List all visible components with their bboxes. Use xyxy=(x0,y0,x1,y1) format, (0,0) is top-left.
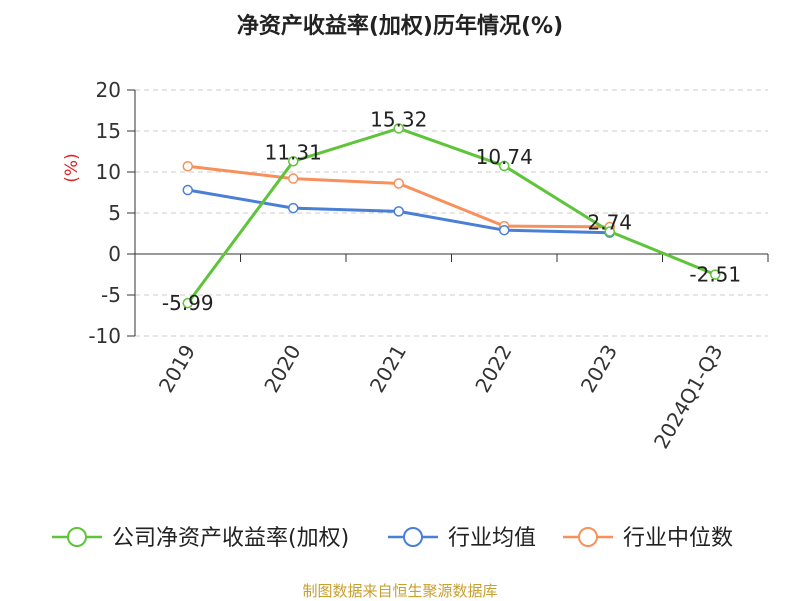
data-point xyxy=(604,226,615,237)
data-label: 2.74 xyxy=(587,211,632,235)
data-point xyxy=(499,224,510,236)
x-axis: 2019 2020 2021 2022 2023 2024Q1-Q3 xyxy=(134,253,769,453)
data-point xyxy=(288,202,299,214)
y-tick-label: -10 xyxy=(88,324,121,348)
data-label: -2.51 xyxy=(689,263,741,287)
y-axis-label: (%) xyxy=(62,153,82,182)
data-labels: -5.99 11.31 15.32 10.74 2.74 -2.51 xyxy=(162,107,741,315)
legend-swatch-marker xyxy=(578,527,598,547)
y-tick-label: 15 xyxy=(96,119,121,143)
data-point xyxy=(288,173,299,184)
legend-item-2: 行业中位数 xyxy=(563,526,733,551)
data-point xyxy=(499,160,510,172)
x-tick-label: 2021 xyxy=(365,341,411,397)
y-axis: 20 15 10 5 0 -5 -10 (%) xyxy=(62,78,136,348)
legend-item-0: 公司净资产收益率(加权) xyxy=(52,526,349,551)
data-point xyxy=(710,269,721,280)
series-layer xyxy=(182,123,721,309)
x-tick-label: 2020 xyxy=(259,341,305,397)
data-label: 15.32 xyxy=(370,107,427,131)
legend-item-1: 行业均值 xyxy=(388,526,536,551)
data-point xyxy=(182,297,193,309)
x-tick-label: 2019 xyxy=(154,341,200,397)
x-tick-label: 2022 xyxy=(470,341,516,397)
y-tick-label: 5 xyxy=(108,201,121,225)
data-label: 11.31 xyxy=(265,140,322,164)
x-tick-label: 2023 xyxy=(576,341,622,397)
chart-title: 净资产收益率(加权)历年情况(%) xyxy=(236,14,564,39)
series-line-0 xyxy=(186,126,716,304)
data-point xyxy=(393,178,404,189)
data-label: -5.99 xyxy=(162,291,214,315)
legend: 公司净资产收益率(加权) 行业均值 行业中位数 xyxy=(52,526,733,551)
data-source-note: 制图数据来自恒生聚源数据库 xyxy=(302,582,498,600)
data-point xyxy=(393,123,404,134)
grid-lines xyxy=(135,89,768,337)
legend-swatch-marker xyxy=(403,527,423,547)
y-tick-label: 0 xyxy=(108,242,121,266)
legend-label: 公司净资产收益率(加权) xyxy=(112,526,349,551)
y-tick-label: 10 xyxy=(96,160,121,184)
data-point xyxy=(393,206,404,217)
x-tick-label: 2024Q1-Q3 xyxy=(649,341,728,453)
y-tick-label: -5 xyxy=(101,283,121,307)
legend-label: 行业中位数 xyxy=(623,526,733,551)
data-point xyxy=(288,156,299,167)
y-tick-label: 20 xyxy=(96,78,121,102)
legend-swatch-marker xyxy=(67,527,87,547)
data-point xyxy=(182,161,193,172)
data-label: 10.74 xyxy=(476,145,533,169)
data-point xyxy=(182,184,193,196)
legend-label: 行业均值 xyxy=(448,526,536,551)
